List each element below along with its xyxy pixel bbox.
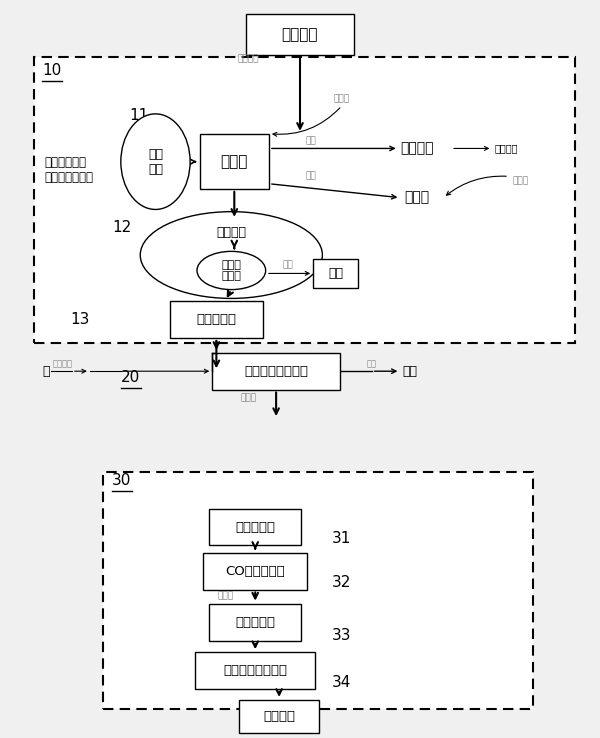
Text: 33: 33 [332, 627, 351, 643]
Text: 鼓风
组件: 鼓风 组件 [148, 148, 163, 176]
Text: 脱硫子单元: 脱硫子单元 [235, 616, 275, 630]
FancyBboxPatch shape [34, 57, 575, 343]
Text: 光热转换对入
仓空气进行加热: 光热转换对入 仓空气进行加热 [44, 156, 94, 184]
FancyBboxPatch shape [196, 652, 315, 689]
FancyBboxPatch shape [246, 14, 354, 55]
Text: 冷凝液: 冷凝液 [512, 176, 528, 185]
Text: 高纯氢气: 高纯氢气 [263, 710, 295, 723]
Text: 炉渣: 炉渣 [403, 365, 418, 378]
Ellipse shape [121, 114, 190, 210]
Text: 除尘子单元: 除尘子单元 [235, 520, 275, 534]
Text: 等离子体气化单元: 等离子体气化单元 [244, 365, 308, 378]
Text: 20: 20 [121, 370, 140, 385]
Text: 10: 10 [42, 63, 61, 78]
Text: 合股: 合股 [305, 137, 316, 145]
Text: 合股: 合股 [305, 172, 316, 181]
Text: 破碎子单元: 破碎子单元 [196, 313, 236, 326]
Text: 34: 34 [332, 675, 351, 691]
Text: CO变换子单元: CO变换子单元 [226, 565, 285, 578]
Text: 13: 13 [70, 312, 89, 327]
FancyBboxPatch shape [212, 353, 340, 390]
FancyBboxPatch shape [209, 508, 301, 545]
Text: 磁选: 磁选 [283, 261, 293, 270]
FancyBboxPatch shape [200, 134, 269, 189]
Text: 自动进料: 自动进料 [237, 54, 259, 63]
Text: 冷凝气: 冷凝气 [334, 94, 350, 103]
Text: 换热冷凝: 换热冷凝 [494, 143, 518, 154]
Text: 30: 30 [112, 473, 131, 489]
Text: 31: 31 [332, 531, 351, 545]
Text: 生活垃圾: 生活垃圾 [282, 27, 318, 42]
Text: 渗滤液: 渗滤液 [404, 190, 430, 204]
FancyBboxPatch shape [170, 301, 263, 338]
Text: 金属分
离组件: 金属分 离组件 [221, 260, 241, 281]
Text: 废铁: 废铁 [328, 267, 343, 280]
Text: 水: 水 [42, 365, 49, 378]
FancyBboxPatch shape [239, 700, 319, 734]
Text: 精硫盐: 精硫盐 [217, 591, 233, 600]
Text: 11: 11 [130, 108, 149, 123]
Text: 筛分组件: 筛分组件 [217, 227, 247, 240]
Text: 12: 12 [112, 221, 131, 235]
Text: 合成气: 合成气 [240, 394, 256, 403]
FancyBboxPatch shape [103, 472, 533, 708]
FancyBboxPatch shape [209, 604, 301, 641]
Text: 树脂: 树脂 [367, 359, 377, 368]
Text: 湿热废气: 湿热废气 [400, 142, 434, 156]
FancyBboxPatch shape [203, 553, 307, 590]
Ellipse shape [197, 252, 266, 289]
Text: 透氢膜纯化子单元: 透氢膜纯化子单元 [223, 664, 287, 677]
Text: 干化仓: 干化仓 [221, 154, 248, 169]
Text: 32: 32 [332, 575, 351, 590]
Ellipse shape [140, 212, 322, 298]
Text: 蒸汽发生: 蒸汽发生 [53, 359, 73, 368]
FancyBboxPatch shape [313, 259, 358, 288]
